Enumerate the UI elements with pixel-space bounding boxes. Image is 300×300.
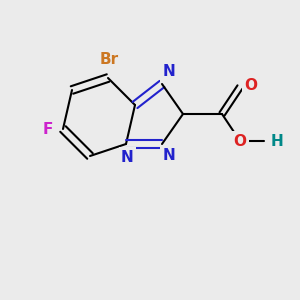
Text: H: H [270, 134, 283, 148]
Text: Br: Br [100, 52, 119, 67]
Text: N: N [121, 150, 134, 165]
Text: N: N [162, 148, 175, 164]
Text: O: O [233, 134, 247, 148]
Text: O: O [244, 78, 257, 93]
Text: N: N [162, 64, 175, 80]
Text: F: F [42, 122, 52, 136]
